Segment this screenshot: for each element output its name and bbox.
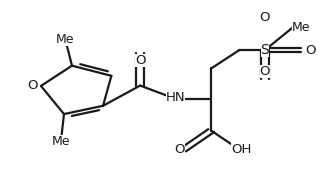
Text: O: O xyxy=(27,79,37,92)
Text: O: O xyxy=(260,11,270,24)
Text: O: O xyxy=(175,143,185,156)
Text: Me: Me xyxy=(52,135,70,148)
Text: O: O xyxy=(260,65,270,78)
Text: O: O xyxy=(135,54,145,67)
Text: Me: Me xyxy=(56,33,74,45)
Text: S: S xyxy=(260,43,269,57)
Text: OH: OH xyxy=(231,143,252,156)
Text: O: O xyxy=(305,44,316,56)
Text: Me: Me xyxy=(292,21,310,33)
Text: HN: HN xyxy=(165,91,185,104)
